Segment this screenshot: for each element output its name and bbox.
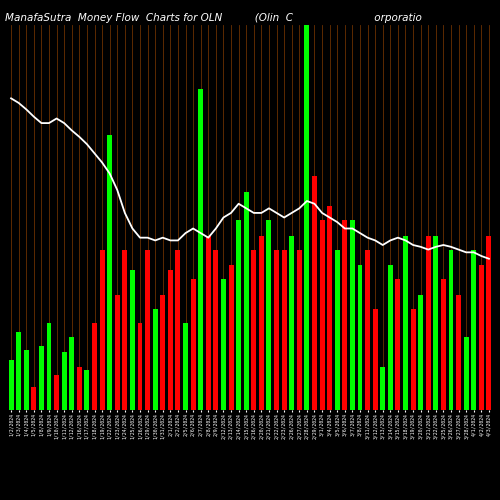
Bar [138,323,142,410]
Bar [472,250,476,410]
Bar [107,135,112,410]
Bar [418,296,423,410]
Bar [274,250,279,410]
Bar [290,236,294,410]
Bar [358,265,362,410]
Bar [244,192,248,410]
Bar [24,350,28,410]
Bar [441,279,446,410]
Bar [320,220,324,410]
Bar [426,236,430,410]
Bar [365,250,370,410]
Bar [403,236,408,410]
Bar [183,323,188,410]
Bar [304,25,310,410]
Bar [479,265,484,410]
Bar [221,279,226,410]
Bar [335,250,340,410]
Bar [54,375,59,410]
Bar [266,220,272,410]
Bar [312,176,317,410]
Bar [168,270,173,410]
Bar [176,250,180,410]
Bar [410,309,416,410]
Bar [282,250,286,410]
Bar [380,367,385,410]
Bar [84,370,89,410]
Bar [130,270,135,410]
Bar [152,309,158,410]
Bar [70,336,74,410]
Bar [372,309,378,410]
Bar [214,250,218,410]
Bar [259,236,264,410]
Bar [252,250,256,410]
Bar [62,352,66,410]
Bar [190,279,196,410]
Bar [8,360,14,410]
Bar [448,250,454,410]
Bar [77,367,82,410]
Bar [297,250,302,410]
Bar [396,279,400,410]
Bar [464,336,468,410]
Bar [92,323,97,410]
Bar [16,332,21,410]
Bar [46,323,52,410]
Bar [122,250,128,410]
Bar [39,346,44,410]
Bar [327,206,332,410]
Bar [342,220,347,410]
Bar [456,296,461,410]
Bar [486,236,492,410]
Bar [100,250,104,410]
Bar [198,89,203,410]
Bar [206,236,210,410]
Bar [115,296,119,410]
Bar [160,296,165,410]
Bar [32,387,36,410]
Bar [228,265,234,410]
Bar [236,220,241,410]
Bar [434,236,438,410]
Text: ManafaSutra  Money Flow  Charts for OLN          (Olin  C                       : ManafaSutra Money Flow Charts for OLN (O… [5,13,422,23]
Bar [350,220,355,410]
Bar [388,265,393,410]
Bar [145,250,150,410]
